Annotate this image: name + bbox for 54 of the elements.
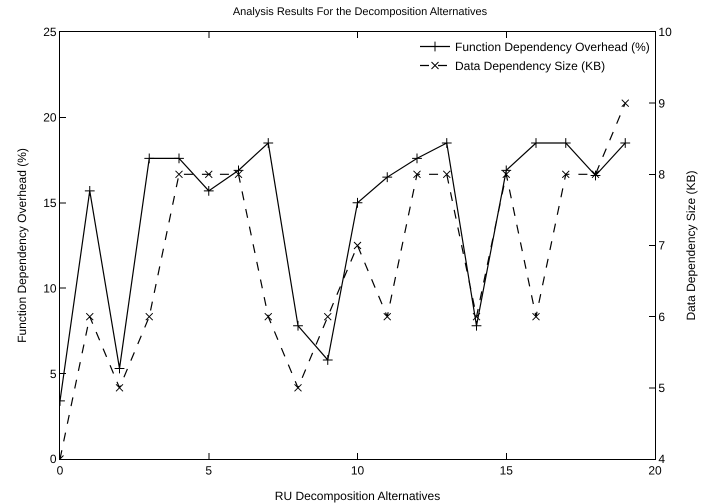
point	[621, 99, 630, 108]
point	[413, 170, 421, 178]
chart-title: Analysis Results For the Decomposition Alternatives	[232, 6, 488, 18]
point	[233, 164, 244, 176]
y-tick-label: 0	[50, 452, 57, 466]
point	[382, 172, 393, 183]
y2-tick-label: 5	[658, 381, 666, 396]
point	[203, 185, 214, 196]
point	[324, 312, 332, 321]
point	[292, 320, 304, 332]
point	[352, 197, 363, 208]
point	[262, 138, 274, 148]
y-tick-label: 15	[43, 196, 57, 210]
point	[354, 242, 362, 250]
point	[590, 170, 601, 181]
point	[620, 138, 631, 148]
point	[294, 384, 302, 392]
y2-tick-label: 8	[658, 168, 666, 182]
point	[532, 312, 540, 321]
x-axis-title: RU Decomposition Alternatives	[274, 489, 440, 503]
x-tick-label: 15	[500, 463, 514, 478]
y-tick-label: 20	[43, 110, 57, 125]
point	[562, 170, 570, 178]
x-tick-label: 10	[350, 463, 364, 478]
point	[322, 354, 334, 366]
y-tick-label: 5	[50, 366, 57, 381]
point	[84, 185, 96, 196]
point	[412, 152, 422, 164]
point	[383, 312, 392, 321]
point	[471, 320, 482, 332]
x-tick-label: 5	[205, 463, 212, 478]
y-axis-title: Function Dependency Overhead (%)	[15, 148, 29, 343]
point	[264, 312, 272, 321]
y2-tick-label: 6	[658, 310, 666, 324]
y2-axis-title: Data Dependency Size (KB)	[684, 170, 698, 321]
y2-tick-label: 9	[658, 96, 666, 110]
y2-tick-label: 7	[658, 238, 666, 253]
point	[144, 152, 155, 164]
point	[472, 312, 480, 321]
point	[145, 312, 154, 321]
point	[441, 138, 452, 148]
point	[116, 384, 124, 392]
point	[502, 170, 510, 178]
point	[86, 312, 94, 321]
y-tick-label: 10	[43, 281, 57, 296]
y-tick-label: 25	[43, 25, 57, 40]
legend-label: Function Dependency Overhead (%)	[455, 40, 650, 54]
legend-label: Data Dependency Size (KB)	[455, 59, 606, 74]
y2-tick-label: 10	[658, 25, 672, 40]
point	[442, 170, 451, 178]
point	[234, 170, 242, 178]
point	[204, 170, 213, 178]
point	[175, 170, 183, 178]
point	[174, 152, 184, 164]
